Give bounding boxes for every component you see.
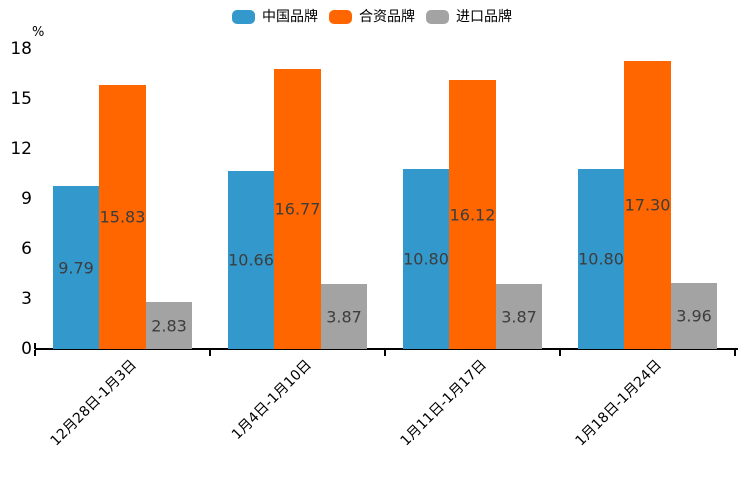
bar-value-label: 16.77 <box>274 199 321 219</box>
bar-china-brand[interactable]: 10.66 <box>227 171 275 349</box>
bar-joint-venture-brand[interactable]: 16.77 <box>274 69 321 349</box>
legend-label-china-brand: 中国品牌 <box>262 9 318 25</box>
bar-value-label: 3.96 <box>676 306 712 326</box>
y-axis-tick-label: 15 <box>10 89 32 109</box>
bar-import-brand[interactable]: 3.96 <box>670 283 718 349</box>
legend-label-import-brand: 进口品牌 <box>456 9 512 25</box>
legend-swatch-joint-venture-brand <box>329 10 352 24</box>
y-axis-tick-label: 9 <box>21 189 32 209</box>
legend-swatch-china-brand <box>232 10 255 24</box>
bar-value-label: 17.30 <box>624 195 671 215</box>
bar-import-brand[interactable]: 2.83 <box>145 302 193 349</box>
x-axis-category-label: 1月18日-1月24日 <box>572 357 665 450</box>
legend-label-joint-venture-brand: 合资品牌 <box>359 9 415 25</box>
bar-value-label: 10.66 <box>228 250 274 270</box>
x-axis-left-stub <box>34 343 36 349</box>
bar-china-brand[interactable]: 10.80 <box>402 169 450 349</box>
y-axis-tick-label: 0 <box>21 339 32 359</box>
legend: 中国品牌 合资品牌 进口品牌 <box>0 7 744 27</box>
bar-value-label: 3.87 <box>326 307 362 326</box>
x-axis-category-label: 1月11日-1月17日 <box>397 357 490 450</box>
bar-joint-venture-brand[interactable]: 17.30 <box>624 61 671 349</box>
legend-item-import-brand[interactable]: 进口品牌 <box>426 7 512 27</box>
x-axis-category-label: 12月28日-1月3日 <box>47 357 140 450</box>
x-axis-tick <box>734 350 736 356</box>
x-axis-tick <box>34 350 36 356</box>
bar-china-brand[interactable]: 10.80 <box>577 169 625 349</box>
bar-import-brand[interactable]: 3.87 <box>495 284 543 349</box>
bar-value-label: 15.83 <box>99 207 146 227</box>
bar-value-label: 10.80 <box>403 249 449 269</box>
y-axis-tick-label: 6 <box>21 239 32 259</box>
bar-value-label: 9.79 <box>58 258 94 277</box>
x-axis-tick <box>209 350 211 356</box>
bar-import-brand[interactable]: 3.87 <box>320 284 368 349</box>
x-axis-category-label: 1月4日-1月10日 <box>228 357 315 443</box>
bar-value-label: 10.80 <box>578 249 624 269</box>
y-axis-tick-label: 12 <box>10 139 32 159</box>
x-axis-line <box>35 348 738 350</box>
bar-china-brand[interactable]: 9.79 <box>52 186 100 349</box>
legend-item-joint-venture-brand[interactable]: 合资品牌 <box>329 7 415 27</box>
bar-joint-venture-brand[interactable]: 16.12 <box>449 80 496 349</box>
bar-value-label: 2.83 <box>151 316 187 335</box>
y-axis-unit-label: % <box>32 25 45 40</box>
legend-item-china-brand[interactable]: 中国品牌 <box>232 7 318 27</box>
bar-joint-venture-brand[interactable]: 15.83 <box>99 85 146 349</box>
y-axis-tick-label: 18 <box>10 39 32 59</box>
bar-value-label: 3.87 <box>501 307 537 326</box>
bar-value-label: 16.12 <box>449 205 496 224</box>
x-axis-tick <box>559 350 561 356</box>
y-axis-tick-label: 3 <box>21 289 32 309</box>
legend-swatch-import-brand <box>426 10 449 24</box>
x-axis-tick <box>384 350 386 356</box>
